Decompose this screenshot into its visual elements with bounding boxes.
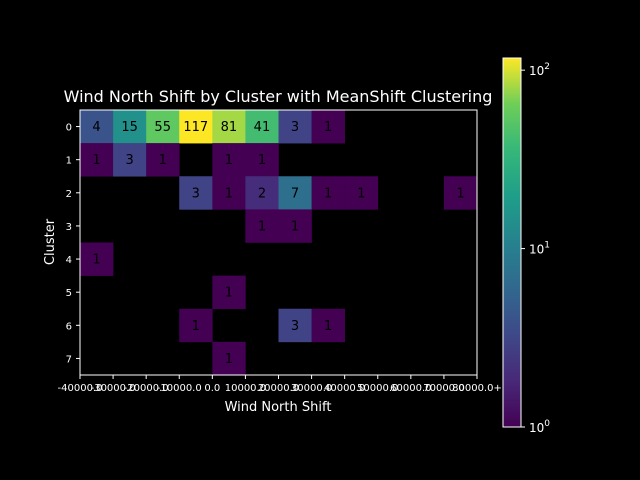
heatmap-cell bbox=[443, 176, 478, 210]
heatmap-cell bbox=[113, 143, 147, 177]
y-axis-ticks: 0 1 2 3 4 5 6 7 bbox=[66, 123, 80, 365]
y-tick-label: 1 bbox=[66, 156, 72, 167]
cell-value-label: 4 bbox=[92, 120, 100, 135]
cell-value-label: 1 bbox=[258, 219, 266, 234]
heatmap-cell bbox=[311, 308, 345, 343]
y-tick-label: 3 bbox=[66, 222, 72, 233]
cell-value-label: 1 bbox=[324, 186, 332, 201]
heatmap-cell bbox=[245, 143, 279, 177]
cell-value-label: 15 bbox=[121, 120, 138, 135]
y-tick-label: 5 bbox=[66, 288, 72, 299]
heatmap-cell bbox=[311, 110, 345, 144]
heatmap-cell bbox=[344, 176, 379, 210]
colorbar-tick-label: 101 bbox=[529, 241, 550, 257]
cell-value-label: 55 bbox=[154, 120, 171, 135]
heatmap-cell bbox=[245, 110, 279, 144]
heatmap-cell bbox=[80, 110, 114, 144]
heatmap-cell bbox=[311, 176, 345, 210]
heatmap-cell bbox=[179, 308, 213, 343]
heatmap-cell bbox=[278, 110, 312, 144]
x-tick-label: -20000.0 bbox=[124, 383, 169, 394]
y-axis-label: Cluster bbox=[43, 218, 58, 265]
heatmap-cell bbox=[146, 110, 180, 144]
colorbar-ticks: 100 101 102 bbox=[521, 62, 550, 435]
x-tick-label: 10000.0 bbox=[225, 383, 266, 394]
cell-value-label: 1 bbox=[159, 153, 167, 168]
cell-value-label: 3 bbox=[192, 186, 200, 201]
heatmap-cell bbox=[245, 209, 279, 243]
x-tick-label: 60000.0 bbox=[390, 383, 431, 394]
colorbar-tick-label: 102 bbox=[529, 62, 550, 78]
x-tick-label: 40000.0 bbox=[324, 383, 365, 394]
heatmap-cell bbox=[146, 143, 180, 177]
x-tick-label: -30000.0 bbox=[91, 383, 136, 394]
colorbar-frame bbox=[502, 57, 522, 428]
x-axis-ticks: -40000.0-30000.0-20000.0-10000.0 0.0 10000… bbox=[58, 375, 502, 394]
x-tick-label: 70000.0 bbox=[423, 383, 464, 394]
cell-value-label: 1 bbox=[192, 319, 200, 334]
heatmap-cell bbox=[212, 176, 246, 210]
cell-value-label: 1 bbox=[357, 186, 365, 201]
x-tick-label: -40000.0 bbox=[58, 383, 103, 394]
x-tick-label: 50000.0 bbox=[357, 383, 398, 394]
heatmap-cell bbox=[212, 341, 246, 376]
cell-value-label: 1 bbox=[258, 153, 266, 168]
cell-value-label: 1 bbox=[92, 253, 100, 268]
cell-value-label: 1 bbox=[92, 153, 100, 168]
colorbar-tick-label: 100 bbox=[529, 419, 550, 435]
cell-value-label: 1 bbox=[225, 286, 233, 301]
cell-value-label: 1 bbox=[225, 352, 233, 367]
x-tick-label: -10000.0 bbox=[157, 383, 202, 394]
cell-value-label: 7 bbox=[291, 186, 299, 201]
cell-value-labels: 4 15 55 117 81 41 3 1 1 3 1 1 1 3 1 2 7 1 1 1 1 1 1 1 1 3 1 1 bbox=[92, 120, 464, 367]
cell-value-label: 1 bbox=[225, 186, 233, 201]
x-axis-label: Wind North Shift bbox=[225, 400, 332, 415]
y-tick-label: 0 bbox=[66, 123, 72, 134]
cell-value-label: 3 bbox=[125, 153, 133, 168]
chart-title: Wind North Shift by Cluster with MeanShi… bbox=[64, 87, 493, 106]
colorbar-gradient bbox=[503, 58, 521, 427]
y-tick-label: 4 bbox=[66, 255, 72, 266]
x-tick-label: 80000.0+ bbox=[452, 383, 502, 394]
colorbar: 100 101 102 bbox=[502, 57, 550, 435]
heatmap-cell bbox=[278, 308, 312, 343]
cell-value-label: 2 bbox=[258, 186, 266, 201]
cell-value-label: 3 bbox=[291, 319, 299, 334]
x-tick-label: 0.0 bbox=[204, 383, 220, 394]
cell-value-label: 1 bbox=[324, 319, 332, 334]
heatmap-cell bbox=[179, 176, 213, 210]
heatmap-cell bbox=[278, 176, 312, 210]
x-tick-label: 30000.0 bbox=[291, 383, 332, 394]
heatmap-cell bbox=[278, 209, 312, 243]
heatmap-cell bbox=[245, 176, 279, 210]
cell-value-label: 81 bbox=[221, 120, 238, 135]
cell-value-label: 3 bbox=[291, 120, 299, 135]
heatmap-cells bbox=[80, 110, 478, 376]
y-tick-label: 2 bbox=[66, 189, 72, 200]
heatmap-cell bbox=[212, 110, 246, 144]
cell-value-label: 117 bbox=[183, 120, 208, 135]
heatmap-cell bbox=[80, 242, 114, 276]
heatmap-cell bbox=[212, 275, 246, 310]
heatmap-cell bbox=[113, 110, 147, 144]
y-tick-label: 7 bbox=[66, 354, 72, 365]
cell-value-label: 1 bbox=[324, 120, 332, 135]
y-tick-label: 6 bbox=[66, 321, 72, 332]
cell-value-label: 1 bbox=[225, 153, 233, 168]
heatmap-cell bbox=[80, 143, 114, 177]
heatmap-cell bbox=[179, 110, 213, 144]
cell-value-label: 41 bbox=[254, 120, 271, 135]
heatmap-cell bbox=[212, 143, 246, 177]
x-tick-label: 20000.0 bbox=[258, 383, 299, 394]
cell-value-label: 1 bbox=[291, 219, 299, 234]
cell-value-label: 1 bbox=[456, 186, 464, 201]
